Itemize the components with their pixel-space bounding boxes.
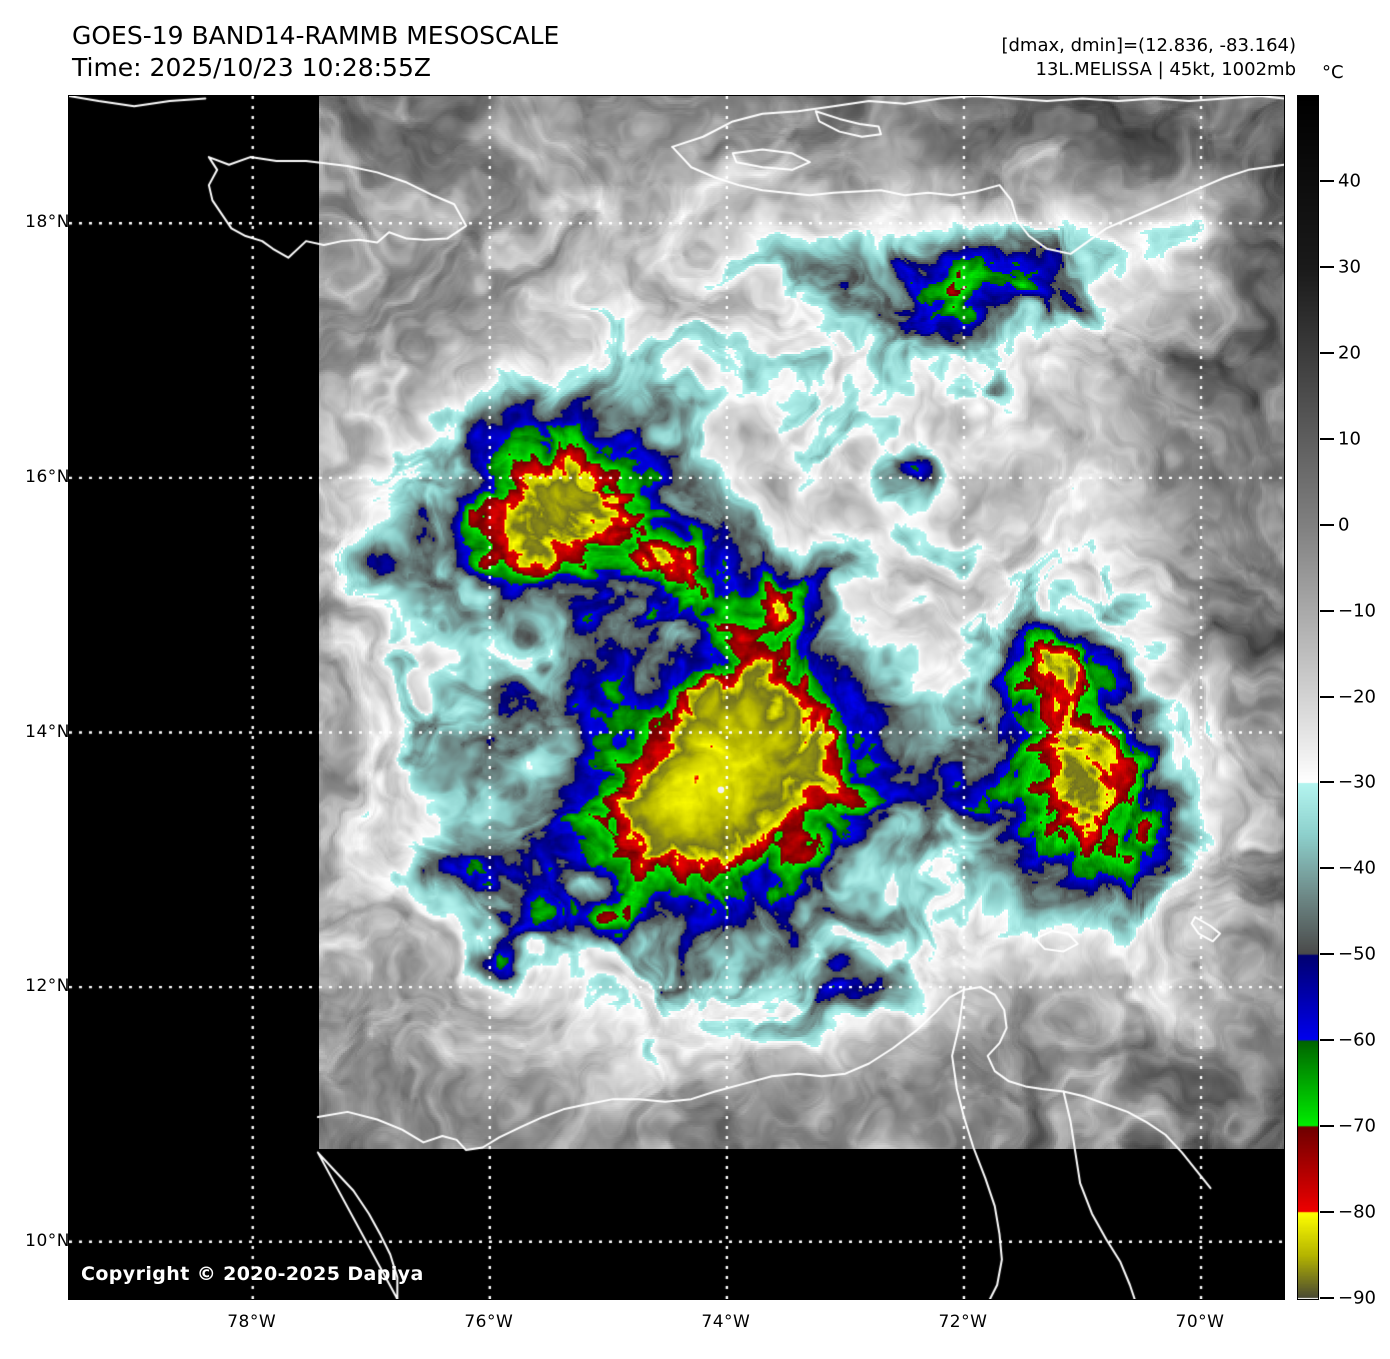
colorbar-tick-label: −40 — [1338, 857, 1376, 879]
colorbar-tick-mark — [1320, 1297, 1334, 1299]
colorbar-tick-label: 10 — [1338, 428, 1361, 450]
colorbar-tick-label: −90 — [1338, 1287, 1376, 1309]
colorbar-tick-label: −80 — [1338, 1201, 1376, 1223]
colorbar-tick-label: −60 — [1338, 1029, 1376, 1051]
lat-tick-label: 10°N — [25, 1230, 70, 1251]
colorbar-tick-mark — [1320, 265, 1334, 268]
lon-tick-label: 76°W — [464, 1312, 514, 1332]
colorbar-tick-mark — [1320, 1211, 1334, 1214]
colorbar-tick-mark — [1320, 695, 1334, 698]
colorbar-tick-label: 0 — [1338, 514, 1350, 536]
lat-tick-label: 16°N — [25, 466, 70, 487]
colorbar-tick-mark — [1320, 437, 1334, 440]
product-title: GOES-19 BAND14-RAMMB MESOSCALE — [72, 21, 560, 50]
lon-tick-label: 74°W — [701, 1312, 751, 1332]
colorbar-tick-mark — [1320, 351, 1334, 354]
lon-tick-label: 70°W — [1175, 1312, 1225, 1332]
colorbar-tick-label: 20 — [1338, 342, 1361, 364]
copyright-label: Copyright © 2020-2025 Dapiya — [81, 1263, 424, 1285]
colorbar-tick-label: 40 — [1338, 170, 1361, 192]
colorbar-tick-mark — [1320, 609, 1334, 612]
lon-tick-label: 78°W — [227, 1312, 277, 1332]
lat-tick-label: 12°N — [25, 976, 70, 997]
lat-tick-label: 18°N — [25, 212, 70, 233]
storm-info-label: 13L.MELISSA | 45kt, 1002mb — [1035, 59, 1297, 80]
timestamp-label: Time: 2025/10/23 10:28:55Z — [72, 53, 431, 82]
temperature-colorbar — [1297, 95, 1319, 1300]
colorbar-gradient — [1298, 96, 1318, 1299]
colorbar-tick-label: −20 — [1338, 686, 1376, 707]
colorbar-tick-label: −50 — [1338, 943, 1376, 965]
dmax-dmin-label: [dmax, dmin]=(12.836, -83.164) — [1001, 35, 1296, 56]
colorbar-tick-label: −30 — [1338, 771, 1376, 793]
lon-tick-label: 72°W — [938, 1312, 988, 1332]
page-title: GOES-19 BAND14-RAMMB MESOSCALE Time: 202… — [72, 20, 559, 84]
coastline-grid-overlay — [69, 96, 1284, 1299]
lat-tick-label: 14°N — [25, 721, 70, 742]
colorbar-tick-mark — [1320, 1039, 1334, 1042]
colorbar-tick-label: −10 — [1338, 600, 1376, 622]
colorbar-unit-label: °C — [1322, 62, 1344, 83]
colorbar-tick-mark — [1320, 179, 1334, 182]
satellite-map-panel[interactable]: Copyright © 2020-2025 Dapiya — [68, 95, 1285, 1300]
colorbar-tick-mark — [1320, 953, 1334, 956]
colorbar-tick-mark — [1320, 781, 1334, 784]
colorbar-tick-mark — [1320, 867, 1334, 870]
metadata-block: [dmax, dmin]=(12.836, -83.164) 13L.MELIS… — [1001, 34, 1296, 82]
colorbar-tick-label: −70 — [1338, 1115, 1376, 1137]
colorbar-tick-label: 30 — [1338, 256, 1361, 278]
colorbar-tick-mark — [1320, 523, 1334, 526]
colorbar-tick-mark — [1320, 1125, 1334, 1128]
